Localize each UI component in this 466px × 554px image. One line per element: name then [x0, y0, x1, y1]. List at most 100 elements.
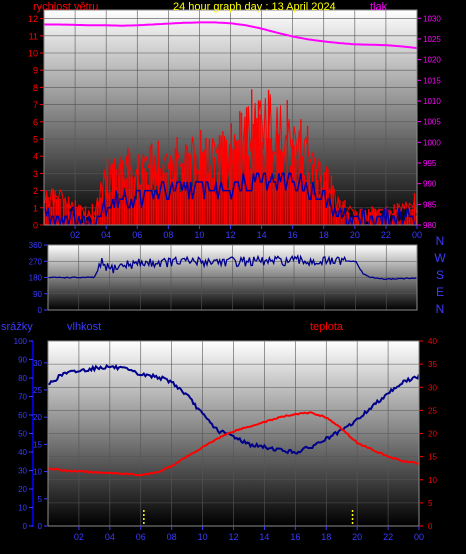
pressure-tick-label: 980: [423, 221, 437, 230]
temperature-axis-label: teplota: [310, 321, 344, 333]
wind-time-tick-label: 00: [412, 230, 422, 240]
wind-speed-tick-label: 10: [28, 49, 38, 59]
temperature-tick-label: 15: [428, 453, 437, 462]
wind-speed-tick-label: 7: [33, 100, 38, 110]
rain-tick-label: 70: [18, 393, 27, 402]
direction-tick-label: 90: [33, 290, 42, 299]
pressure-tick-label: 1000: [423, 138, 441, 147]
rain-ticks: 0 10 20 30 40 50 60 70 80 90 100: [14, 337, 33, 531]
wind-time-tick-label: 08: [163, 230, 173, 240]
climate-time-tick-label: 04: [105, 532, 115, 542]
pressure-tick-label: 1030: [423, 14, 441, 23]
climate-time-ticks: 02 04 06 08 10 12 14 16 18 20 22 00: [74, 526, 424, 542]
pressure-ticks: 980 985 990 995 1000 1005 1010 1015 1020 1025 1030: [417, 14, 441, 230]
rain-tick-label: 20: [18, 485, 27, 494]
wind-time-tick-label: 10: [194, 230, 204, 240]
pressure-tick-label: 1025: [423, 35, 441, 44]
humidity-tick-label: 0: [38, 522, 43, 531]
pressure-tick-label: 1020: [423, 56, 441, 65]
humidity-tick-label: 25: [33, 386, 42, 395]
humidity-temperature-chart: 0 10 20 30 40 50 60 70 80 90 100 0 5 10 15 20 25 30 0 5 10…: [1, 321, 437, 542]
climate-time-tick-label: 22: [383, 532, 393, 542]
wind-speed-tick-label: 3: [33, 169, 38, 179]
chart-title: 24 hour graph day : 13 April 2024: [173, 1, 336, 13]
wind-time-tick-label: 02: [70, 230, 80, 240]
climate-time-tick-label: 18: [321, 532, 331, 542]
compass-label: N: [436, 234, 445, 248]
climate-time-tick-label: 14: [259, 532, 269, 542]
pressure-tick-label: 990: [423, 180, 437, 189]
direction-tick-label: 360: [29, 241, 43, 250]
pressure-tick-label: 1015: [423, 76, 441, 85]
pressure-axis-label: tlak: [370, 1, 388, 13]
pressure-tick-label: 1010: [423, 97, 441, 106]
rain-tick-label: 90: [18, 356, 27, 365]
pressure-tick-label: 985: [423, 200, 437, 209]
wind-speed-tick-label: 12: [28, 14, 38, 24]
climate-time-tick-label: 10: [198, 532, 208, 542]
climate-series-layer: [48, 364, 419, 526]
temperature-line: [48, 411, 419, 477]
wind-direction-line: [48, 253, 417, 281]
wind-speed-tick-label: 2: [33, 186, 38, 196]
climate-time-tick-label: 06: [136, 532, 146, 542]
direction-tick-label: 0: [38, 306, 43, 315]
rain-tick-label: 60: [18, 411, 27, 420]
rain-tick-label: 30: [18, 467, 27, 476]
humidity-tick-label: 10: [33, 468, 42, 477]
humidity-line: [48, 364, 419, 455]
climate-time-tick-label: 16: [290, 532, 300, 542]
pressure-tick-label: 1005: [423, 118, 441, 127]
direction-tick-label: 270: [29, 257, 43, 266]
rain-tick-label: 40: [18, 448, 27, 457]
climate-time-tick-label: 12: [228, 532, 238, 542]
temperature-tick-label: 35: [428, 360, 437, 369]
compass-label: N: [436, 302, 445, 316]
rain-tick-label: 50: [18, 430, 27, 439]
wind-time-tick-label: 14: [257, 230, 267, 240]
wind-time-tick-label: 04: [101, 230, 111, 240]
pressure-line: [44, 21, 417, 49]
rain-tick-label: 80: [18, 374, 27, 383]
compass-label: E: [436, 285, 444, 299]
wind-average-line: [44, 172, 417, 225]
wind-speed-tick-label: 5: [33, 135, 38, 145]
wind-time-tick-label: 06: [132, 230, 142, 240]
temperature-tick-label: 0: [428, 522, 433, 531]
wind-speed-tick-label: 11: [29, 31, 38, 41]
temperature-ticks: 0 5 10 15 20 25 30 35 40: [419, 337, 437, 531]
wind-gridlines: [44, 10, 418, 226]
rain-tick-label: 100: [14, 337, 28, 346]
wind-time-tick-label: 16: [288, 230, 298, 240]
rain-tick-label: 10: [18, 504, 27, 513]
rain-axis-label: srážky: [1, 321, 33, 333]
wind-time-ticks: 02 04 06 08 10 12 14 16 18 20 22 00: [70, 225, 422, 240]
wind-speed-tick-label: 1: [33, 203, 38, 213]
wind-speed-tick-label: 0: [33, 221, 38, 231]
wind-time-tick-label: 12: [225, 230, 235, 240]
temperature-tick-label: 20: [428, 430, 437, 439]
temperature-tick-label: 40: [428, 337, 437, 346]
wind-time-tick-label: 22: [381, 230, 391, 240]
wind-series-layer: [44, 21, 417, 225]
wind-speed-tick-label: 6: [33, 117, 38, 127]
humidity-tick-label: 15: [33, 440, 42, 449]
wind-time-tick-label: 20: [350, 230, 360, 240]
humidity-axis-label: vlhkost: [67, 321, 101, 333]
compass-label: S: [436, 268, 444, 282]
temperature-tick-label: 10: [428, 476, 437, 485]
wind-time-tick-label: 18: [319, 230, 329, 240]
climate-time-tick-label: 08: [167, 532, 177, 542]
wind-speed-tick-label: 9: [33, 66, 38, 76]
humidity-tick-label: 30: [33, 359, 42, 368]
direction-series-layer: [48, 253, 417, 281]
direction-tick-label: 180: [29, 274, 43, 283]
wind-speed-axis-label: rychlost větru: [33, 1, 98, 13]
temperature-tick-label: 25: [428, 406, 437, 415]
climate-time-tick-label: 20: [352, 532, 362, 542]
temperature-tick-label: 30: [428, 383, 437, 392]
humidity-ticks: 0 5 10 15 20 25 30: [33, 359, 48, 531]
